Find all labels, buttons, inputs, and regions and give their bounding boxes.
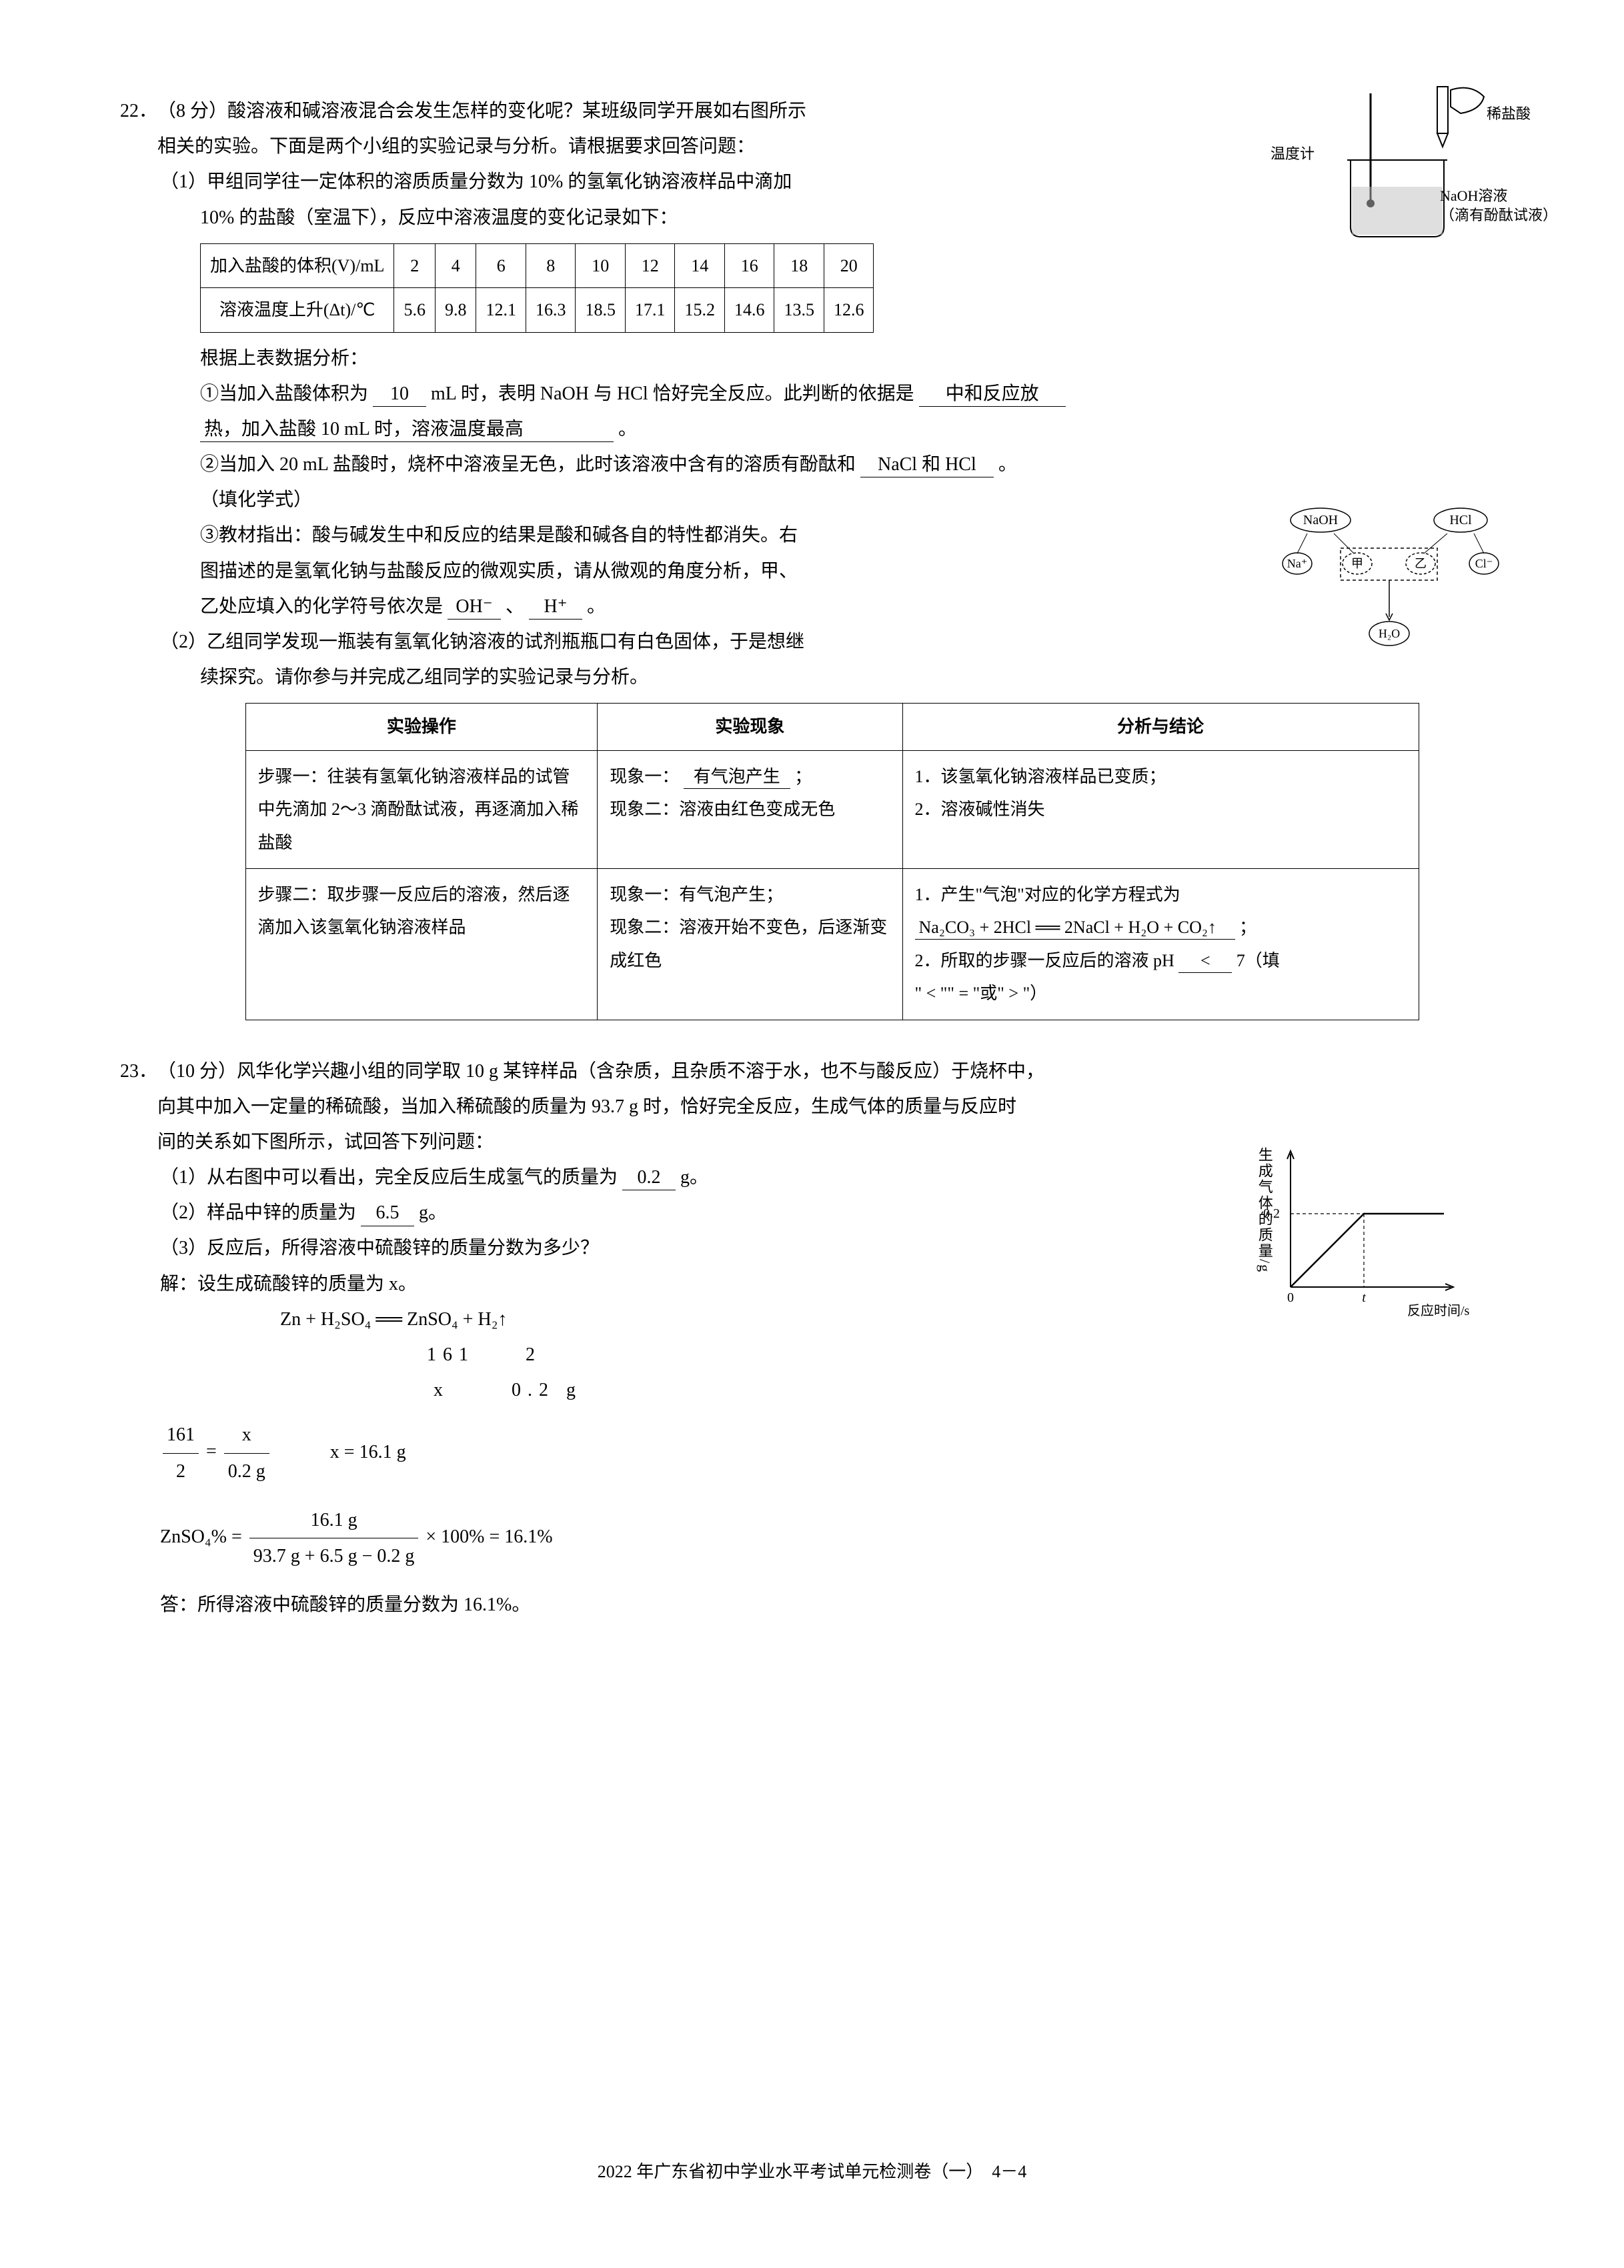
svg-text:Cl⁻: Cl⁻ — [1475, 557, 1493, 570]
page-footer: 2022 年广东省初中学业水平考试单元检测卷（一） 4－4 — [0, 2155, 1624, 2188]
q23-pct-frac: 16.1 g 93.7 g + 6.5 g − 0.2 g — [249, 1502, 419, 1574]
q22-ans-reason1: 中和反应放 — [919, 382, 1066, 407]
q23-frac-right: x 0.2 g — [224, 1417, 269, 1488]
q22-data-table: 加入盐酸的体积(V)/mL 2 4 6 8 10 12 14 16 18 20 … — [200, 243, 874, 333]
q23-frac-left: 161 2 — [163, 1417, 199, 1488]
q22-number: 22． — [120, 93, 157, 129]
q22-ans-h: H⁺ — [529, 595, 582, 620]
q23-ans-h2: 0.2 — [622, 1166, 676, 1190]
chart-ylabel: 生成气体的质量/g — [1251, 1147, 1279, 1294]
q23-chart: 0.2 0 t 反应时间/s 生成气体的质量/g — [1251, 1147, 1464, 1332]
q22-ans-solute: NaCl 和 HCl — [860, 453, 994, 477]
scheme-naoh: NaOH — [1303, 513, 1338, 527]
label-acid: 稀盐酸 — [1487, 100, 1531, 128]
svg-text:0: 0 — [1287, 1290, 1294, 1305]
label-thermo: 温度计 — [1271, 140, 1315, 168]
q22-intro: （8 分）酸溶液和碱溶液混合会发生怎样的变化呢？某班级同学开展如右图所示 — [157, 101, 806, 121]
q22-exp-table: 实验操作 实验现象 分析与结论 步骤一：往装有氢氧化钠溶液样品的试管中先滴加 2… — [245, 703, 1419, 1020]
svg-text:H₂O: H₂O — [1379, 627, 1400, 640]
reaction-scheme: NaOH HCl Na⁺ 甲 乙 Cl⁻ H₂O — [1281, 507, 1494, 670]
q22-p1-label: （1）甲组同学往一定体积的溶质质量分数为 10% 的氢氧化钠溶液样品中滴加 — [160, 171, 792, 192]
q22-ans-oh: OH⁻ — [448, 595, 501, 620]
label-phen: （滴有酚酞试液） — [1440, 207, 1557, 223]
q23-answer: 答：所得溶液中硫酸锌的质量分数为 16.1%。 — [160, 1594, 530, 1615]
q22-analysis-label: 根据上表数据分析： — [200, 348, 368, 369]
q22-r2-eq: Na₂CO₃ + 2HCl ══ 2NaCl + H₂O + CO₂↑ — [915, 916, 1235, 940]
apparatus-diagram: 温度计 稀盐酸 NaOH溶液 （滴有酚酞试液） — [1311, 80, 1497, 258]
q23-eq: Zn + H₂SO₄ ══ ZnSO₄ + H₂↑ — [280, 1309, 508, 1330]
question-23: 23． （10 分）风华化学兴趣小组的同学取 10 g 某锌样品（含杂质，且杂质… — [120, 1054, 1504, 1623]
label-naoh: NaOH溶液 — [1440, 187, 1507, 204]
q23-ans-zn: 6.5 — [361, 1201, 414, 1226]
table-row1-label: 加入盐酸的体积(V)/mL — [201, 243, 394, 287]
table-row2-label: 溶液温度上升(Δt)/℃ — [201, 288, 394, 332]
q22-intro2: 相关的实验。下面是两个小组的实验记录与分析。请根据要求回答问题： — [157, 136, 755, 157]
q22-ans-reason2: 热，加入盐酸 10 mL 时，溶液温度最高 — [200, 417, 614, 442]
svg-text:甲: 甲 — [1351, 557, 1363, 570]
q23-sol-label: 解：设生成硫酸锌的质量为 x。 — [160, 1274, 417, 1294]
q22-r1-phen-ans: 有气泡产生 — [684, 766, 790, 789]
scheme-hcl: HCl — [1449, 513, 1472, 527]
svg-text:反应时间/s: 反应时间/s — [1407, 1303, 1470, 1318]
svg-text:t: t — [1362, 1290, 1366, 1305]
q22-p1-line2: 10% 的盐酸（室温下），反应中溶液温度的变化记录如下： — [200, 207, 678, 228]
svg-text:Na⁺: Na⁺ — [1287, 557, 1308, 570]
q22-r2-ph: < — [1178, 950, 1232, 973]
q23-number: 23． — [120, 1054, 157, 1089]
svg-text:乙: 乙 — [1415, 557, 1427, 570]
q22-ans-vol: 10 — [373, 382, 426, 407]
